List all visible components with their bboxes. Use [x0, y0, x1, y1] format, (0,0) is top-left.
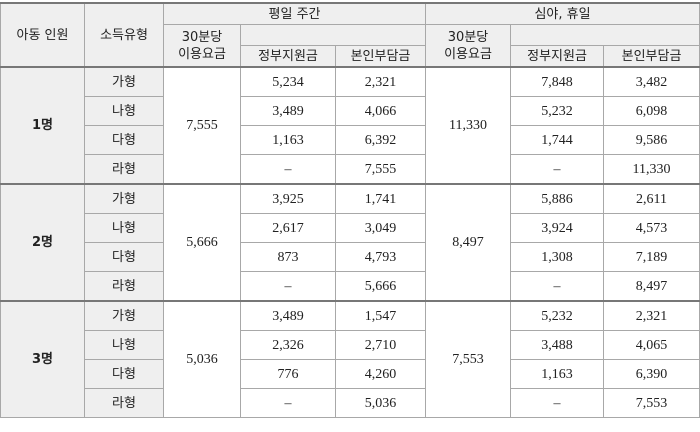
table-row: 라형 –5,666–8,497	[1, 271, 700, 302]
table-row: 2명 가형 5,666 3,925 1,741 8,497 5,886 2,611	[0, 183, 700, 302]
header-cell: 아동 인원	[0, 2, 85, 68]
header-cell: 30분당 이용요금	[163, 24, 241, 68]
table-cell: 7,553	[603, 388, 700, 418]
table-cell: 873	[240, 242, 336, 272]
table-cell: 3,049	[334, 213, 427, 243]
table-cell: 나형	[84, 213, 164, 243]
table-cell: 2,611	[603, 183, 700, 214]
table-cell: 776	[240, 359, 336, 389]
table-cell: 4,260	[334, 359, 427, 389]
header-cell: 정부지원금	[240, 45, 336, 68]
table-cell: 5,666	[163, 183, 241, 302]
table-cell: 3,482	[603, 66, 700, 97]
table-cell: 1,308	[510, 242, 605, 272]
table-cell: –	[240, 388, 336, 418]
table-cell: 4,793	[334, 242, 427, 272]
table-cell: –	[240, 154, 336, 185]
table-cell: –	[510, 154, 605, 185]
header-cell	[510, 24, 700, 46]
table-cell: 7,555	[334, 154, 427, 185]
table-cell: 5,036	[334, 388, 427, 418]
table-cell: 2,326	[240, 330, 336, 360]
table-cell: –	[510, 388, 605, 418]
table-cell: 4,573	[603, 213, 700, 243]
table-cell: 7,848	[510, 66, 605, 97]
table-cell: 라형	[84, 388, 164, 418]
table-cell: 가형	[84, 183, 164, 214]
table-cell: 다형	[84, 125, 164, 155]
table-cell: 2,321	[603, 300, 700, 331]
table-cell: 3,489	[240, 300, 336, 331]
table-cell: 라형	[84, 154, 164, 185]
table-row: 다형 873 4,793 1,308 7,189	[1, 242, 700, 272]
table-cell: 4,065	[603, 330, 700, 360]
table-cell: 2,617	[240, 213, 336, 243]
table-cell: 다형	[84, 242, 164, 272]
table-cell: 1,744	[510, 125, 605, 155]
table-row: 3명 가형 5,036 3,489 1,547 7,553 5,232 2,321	[0, 300, 700, 418]
table-cell: 5,666	[334, 271, 427, 302]
table-cell: 7,189	[603, 242, 700, 272]
table-cell: 가형	[84, 300, 164, 331]
table-cell: 5,234	[240, 66, 336, 97]
table-cell: –	[240, 271, 336, 302]
table-cell: 다형	[84, 359, 164, 389]
header-cell: 30분당 이용요금	[425, 24, 512, 68]
table-cell: 5,232	[510, 96, 605, 126]
header-cell	[239, 24, 427, 46]
fee-table: 아동 인원 소득유형 평일 주간 심야, 휴일 30분당 이용요금 30분당 이…	[0, 2, 700, 418]
table-cell: 2,321	[334, 66, 427, 97]
table-cell: 11,330	[603, 154, 700, 185]
table-cell: 7,553	[425, 300, 512, 418]
table-cell: 1명	[0, 66, 85, 185]
header-cell: 본인부담금	[334, 45, 427, 68]
table-cell: 6,390	[603, 359, 700, 389]
header-cell: 소득유형	[84, 2, 164, 68]
table-cell: 4,066	[334, 96, 427, 126]
table-row: 나형 2,617 3,049 3,924 4,573	[1, 213, 700, 243]
table-cell: 5,232	[510, 300, 605, 331]
table-cell: 3명	[0, 300, 85, 418]
table-cell: 3,924	[510, 213, 605, 243]
table-cell: 9,586	[603, 125, 700, 155]
table-cell: 1,741	[334, 183, 427, 214]
header-cell: 심야, 휴일	[425, 2, 700, 25]
table-cell: 3,925	[240, 183, 336, 214]
table-cell: 라형	[84, 271, 164, 302]
table-cell: 나형	[84, 330, 164, 360]
table-row: 라형 –7,555–11,330	[1, 154, 700, 185]
table-cell: 6,098	[603, 96, 700, 126]
table-cell: –	[510, 271, 605, 302]
table-row: 나형 3,489 4,066 5,232 6,098	[1, 96, 700, 126]
table-cell: 11,330	[425, 66, 512, 185]
header-cell: 본인부담금	[603, 45, 700, 68]
table-cell: 가형	[84, 66, 164, 97]
table-cell: 1,547	[334, 300, 427, 331]
table-cell: 8,497	[425, 183, 512, 302]
table-cell: 3,488	[510, 330, 605, 360]
table-cell: 8,497	[603, 271, 700, 302]
table-row: 다형 1,163 6,392 1,744 9,586	[1, 125, 700, 155]
table-cell: 1,163	[240, 125, 336, 155]
table-row: 다형 776 4,260 1,163 6,390	[1, 359, 700, 389]
table-cell: 3,489	[240, 96, 336, 126]
table-row: 나형 2,326 2,710 3,488 4,065	[1, 330, 700, 360]
table-cell: 1,163	[510, 359, 605, 389]
table-cell: 나형	[84, 96, 164, 126]
table-row: 라형 –5,036–7,553	[1, 388, 700, 418]
table-cell: 2,710	[334, 330, 427, 360]
table-cell: 6,392	[334, 125, 427, 155]
header-cell: 평일 주간	[162, 2, 427, 25]
table-cell: 2명	[0, 183, 85, 302]
header-cell: 정부지원금	[510, 45, 605, 68]
table-cell: 7,555	[163, 66, 241, 185]
table-cell: 5,036	[163, 300, 241, 418]
table-row: 1명 가형 7,555 5,234 2,321 11,330 7,848 3,482	[0, 66, 700, 185]
table-cell: 5,886	[510, 183, 605, 214]
